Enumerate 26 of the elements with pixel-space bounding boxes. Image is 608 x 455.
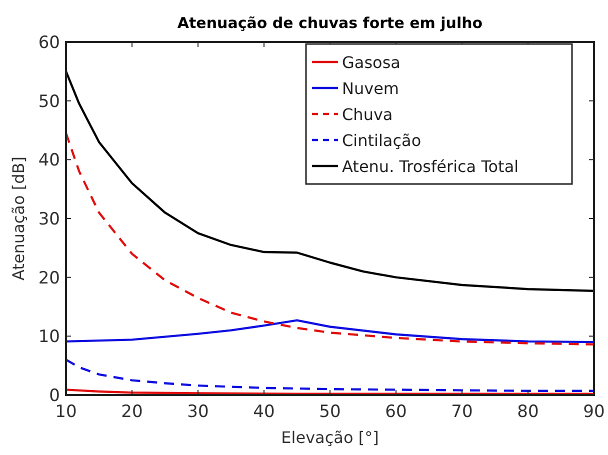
line-series (64, 132, 596, 346)
legend-label: Gasosa (342, 53, 400, 72)
x-tick-label: 30 (187, 402, 209, 422)
chart-title: Atenuação de chuvas forte em julho (177, 14, 483, 32)
legend-label: Chuva (342, 105, 393, 124)
x-tick-label: 70 (451, 402, 473, 422)
y-tick-label: 40 (38, 150, 60, 171)
line-series (64, 319, 596, 344)
y-tick-label: 20 (38, 268, 60, 288)
legend-label: Cintilação (342, 131, 422, 150)
y-tick-label: 50 (38, 92, 60, 112)
y-tick-label: 10 (38, 327, 60, 348)
line-series (64, 70, 596, 292)
x-tick-label: 20 (121, 402, 143, 422)
y-tick-label: 60 (38, 33, 60, 53)
legend-label: Atenu. Trosférica Total (342, 157, 519, 176)
y-axis-title: Atenuação [dB] (9, 156, 28, 280)
line-series (64, 358, 596, 392)
x-tick-label: 80 (517, 402, 539, 422)
x-tick-label: 40 (253, 402, 275, 422)
x-axis-title: Elevação [°] (281, 428, 379, 447)
x-tick-label: 90 (583, 402, 605, 422)
y-tick-label: 30 (38, 210, 60, 230)
x-tick-label: 50 (319, 402, 341, 422)
legend-label: Nuvem (342, 79, 400, 98)
x-tick-label: 60 (385, 402, 407, 422)
